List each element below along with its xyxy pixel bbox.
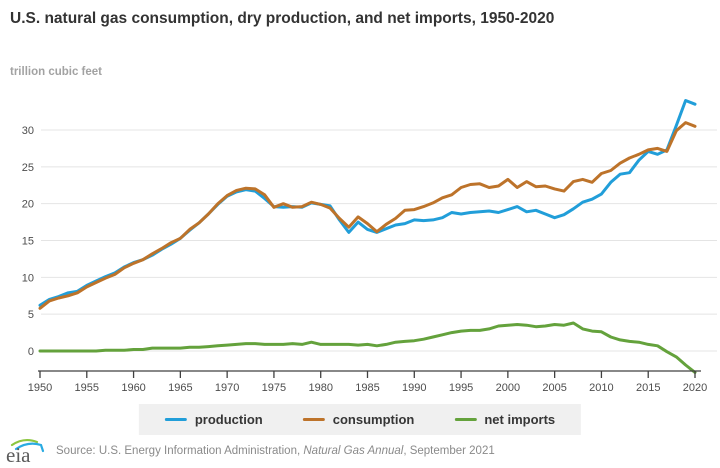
y-tick-label-20: 20 (22, 199, 34, 211)
x-tick-label-2010: 2010 (589, 382, 613, 394)
x-tick-label-1950: 1950 (28, 382, 52, 394)
chart-title: U.S. natural gas consumption, dry produc… (10, 10, 555, 27)
x-tick-label-1975: 1975 (262, 382, 286, 394)
legend-item-net-imports: net imports (454, 412, 555, 427)
consumption-line (38, 121, 697, 310)
x-tick-label-1990: 1990 (402, 382, 426, 394)
y-tick-label-10: 10 (22, 272, 34, 284)
legend-item-production: production (164, 412, 263, 427)
x-tick-label-2015: 2015 (636, 382, 660, 394)
y-tick-label-25: 25 (22, 162, 34, 174)
legend-label: consumption (332, 412, 415, 427)
x-tick-label-2005: 2005 (542, 382, 566, 394)
legend-label: production (194, 412, 263, 427)
y-tick-label-15: 15 (22, 236, 34, 248)
x-tick-label-1980: 1980 (308, 382, 332, 394)
legend-item-consumption: consumption (302, 412, 415, 427)
x-tick-label-1985: 1985 (355, 382, 379, 394)
legend-swatch-production (164, 418, 187, 421)
source-publication: Natural Gas Annual (303, 445, 404, 457)
x-tick-label-2000: 2000 (496, 382, 520, 394)
source-suffix: , September 2021 (403, 445, 495, 457)
legend-label: net imports (484, 412, 556, 427)
y-axis-unit-label: trillion cubic feet (10, 66, 103, 78)
footer: eia Source: U.S. Energy Information Admi… (4, 436, 716, 466)
production-line (38, 99, 697, 307)
eia-logo-text: eia (6, 443, 31, 466)
legend-swatch-consumption (302, 418, 325, 421)
y-tick-label-0: 0 (28, 346, 34, 358)
legend-swatch-net-imports (454, 418, 477, 421)
y-tick-label-30: 30 (22, 125, 34, 137)
x-tick-label-1965: 1965 (168, 382, 192, 394)
x-tick-label-2020: 2020 (683, 382, 707, 394)
y-tick-label-5: 5 (28, 309, 34, 321)
x-tick-label-1970: 1970 (215, 382, 239, 394)
eia-logo: eia (6, 438, 45, 466)
net-imports-line (38, 321, 697, 374)
x-tick-label-1955: 1955 (75, 382, 99, 394)
line-chart: 0 5 10 15 20 25 30 1950 1955 1960 1965 1970 1975 1980… (22, 99, 717, 394)
x-tick-label-1960: 1960 (121, 382, 145, 394)
x-tick-label-1995: 1995 (449, 382, 473, 394)
source-text: Source: U.S. Energy Information Administ… (56, 445, 495, 457)
source-prefix: Source: U.S. Energy Information Administ… (56, 445, 304, 457)
chart-legend: production consumption net imports (138, 404, 582, 435)
